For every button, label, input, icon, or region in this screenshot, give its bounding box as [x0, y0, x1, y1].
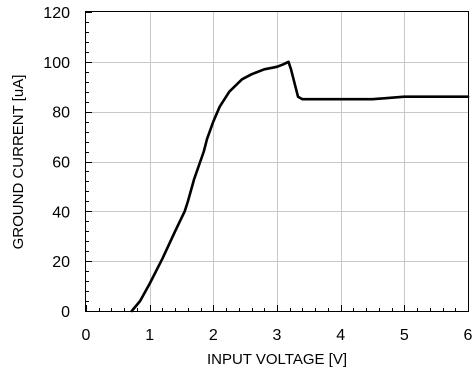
x-tick-label: 1 [145, 327, 154, 344]
y-tick-label: 20 [52, 254, 70, 271]
x-tick-label: 4 [336, 327, 345, 344]
ground-current-line [130, 60, 470, 313]
x-axis-title: INPUT VOLTAGE [V] [207, 351, 347, 368]
x-tick-label: 5 [400, 327, 409, 344]
y-tick-labels: 0 20 40 60 80 100 120 [43, 5, 70, 321]
x-tick-labels: 0 1 2 3 4 5 6 [82, 327, 473, 344]
y-tick-label: 120 [43, 5, 70, 22]
plot-frame [85, 11, 469, 312]
x-tick-label: 3 [273, 327, 282, 344]
grid-lines [86, 12, 468, 311]
y-axis-title: GROUND CURRENT [uA] [10, 75, 27, 250]
x-tick-label: 0 [82, 327, 91, 344]
y-tick-label: 40 [52, 204, 70, 221]
x-tick-label: 2 [209, 327, 218, 344]
series-group [130, 60, 470, 313]
y-tick-label: 80 [52, 105, 70, 122]
y-tick-label: 0 [61, 304, 70, 321]
x-tick-label: 6 [464, 327, 473, 344]
y-tick-label: 60 [52, 155, 70, 172]
axis-ticks [86, 12, 469, 312]
y-tick-label: 100 [43, 55, 70, 72]
